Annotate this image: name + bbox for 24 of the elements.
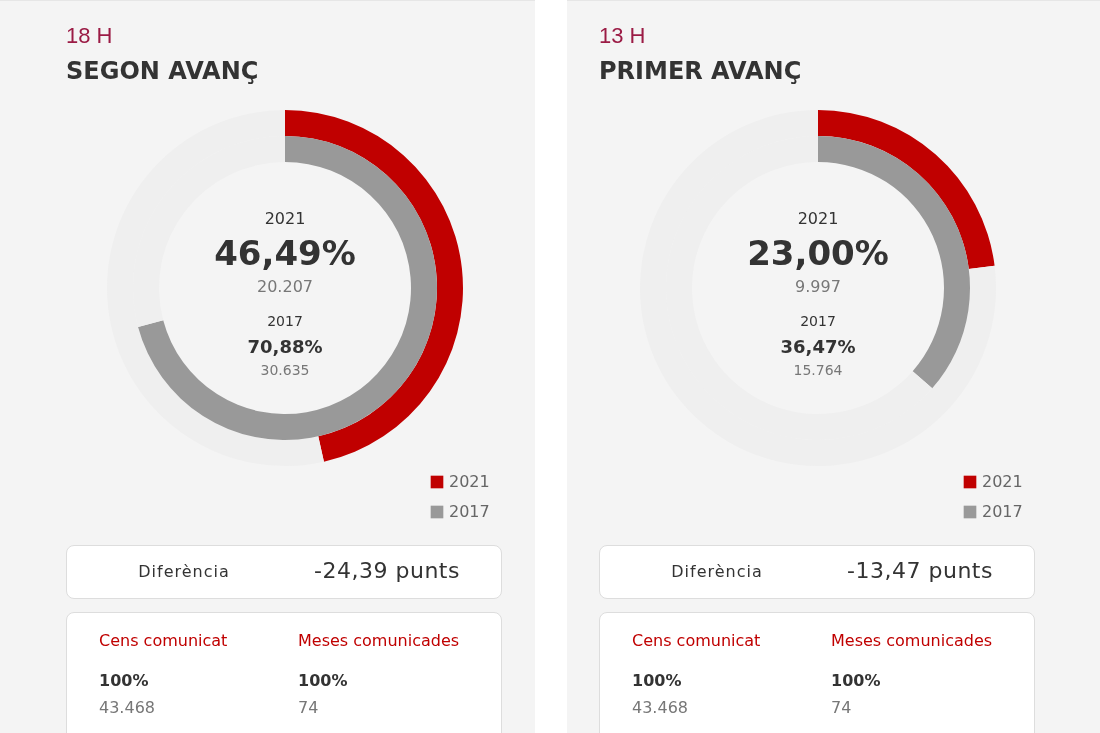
text: Cens comunicat [632,631,761,650]
legend-label: 2017 [982,502,1023,521]
text: -24,39 punts [314,558,460,583]
text: Diferència [671,562,763,581]
text: 74 [831,698,852,717]
text: 100% [831,671,881,690]
text: Diferència [138,562,230,581]
chart-title: SEGON AVANÇ [66,57,259,85]
text: Meses comunicades [831,631,993,650]
legend-label: 2021 [982,472,1023,491]
text: 43.468 [99,698,155,717]
legend-label: 2017 [449,502,490,521]
text: Meses comunicades [298,631,460,650]
text: 74 [298,698,319,717]
legend-label: 2021 [449,472,490,491]
text: 13 H [599,23,646,49]
chart-title: PRIMER AVANÇ [599,57,802,85]
text: 100% [298,671,348,690]
text: 100% [632,671,682,690]
text: Cens comunicat [99,631,228,650]
text: 43.468 [632,698,688,717]
chart-subtitle: 18 H [66,23,113,49]
text: 100% [99,671,149,690]
text: -13,47 punts [847,558,993,583]
